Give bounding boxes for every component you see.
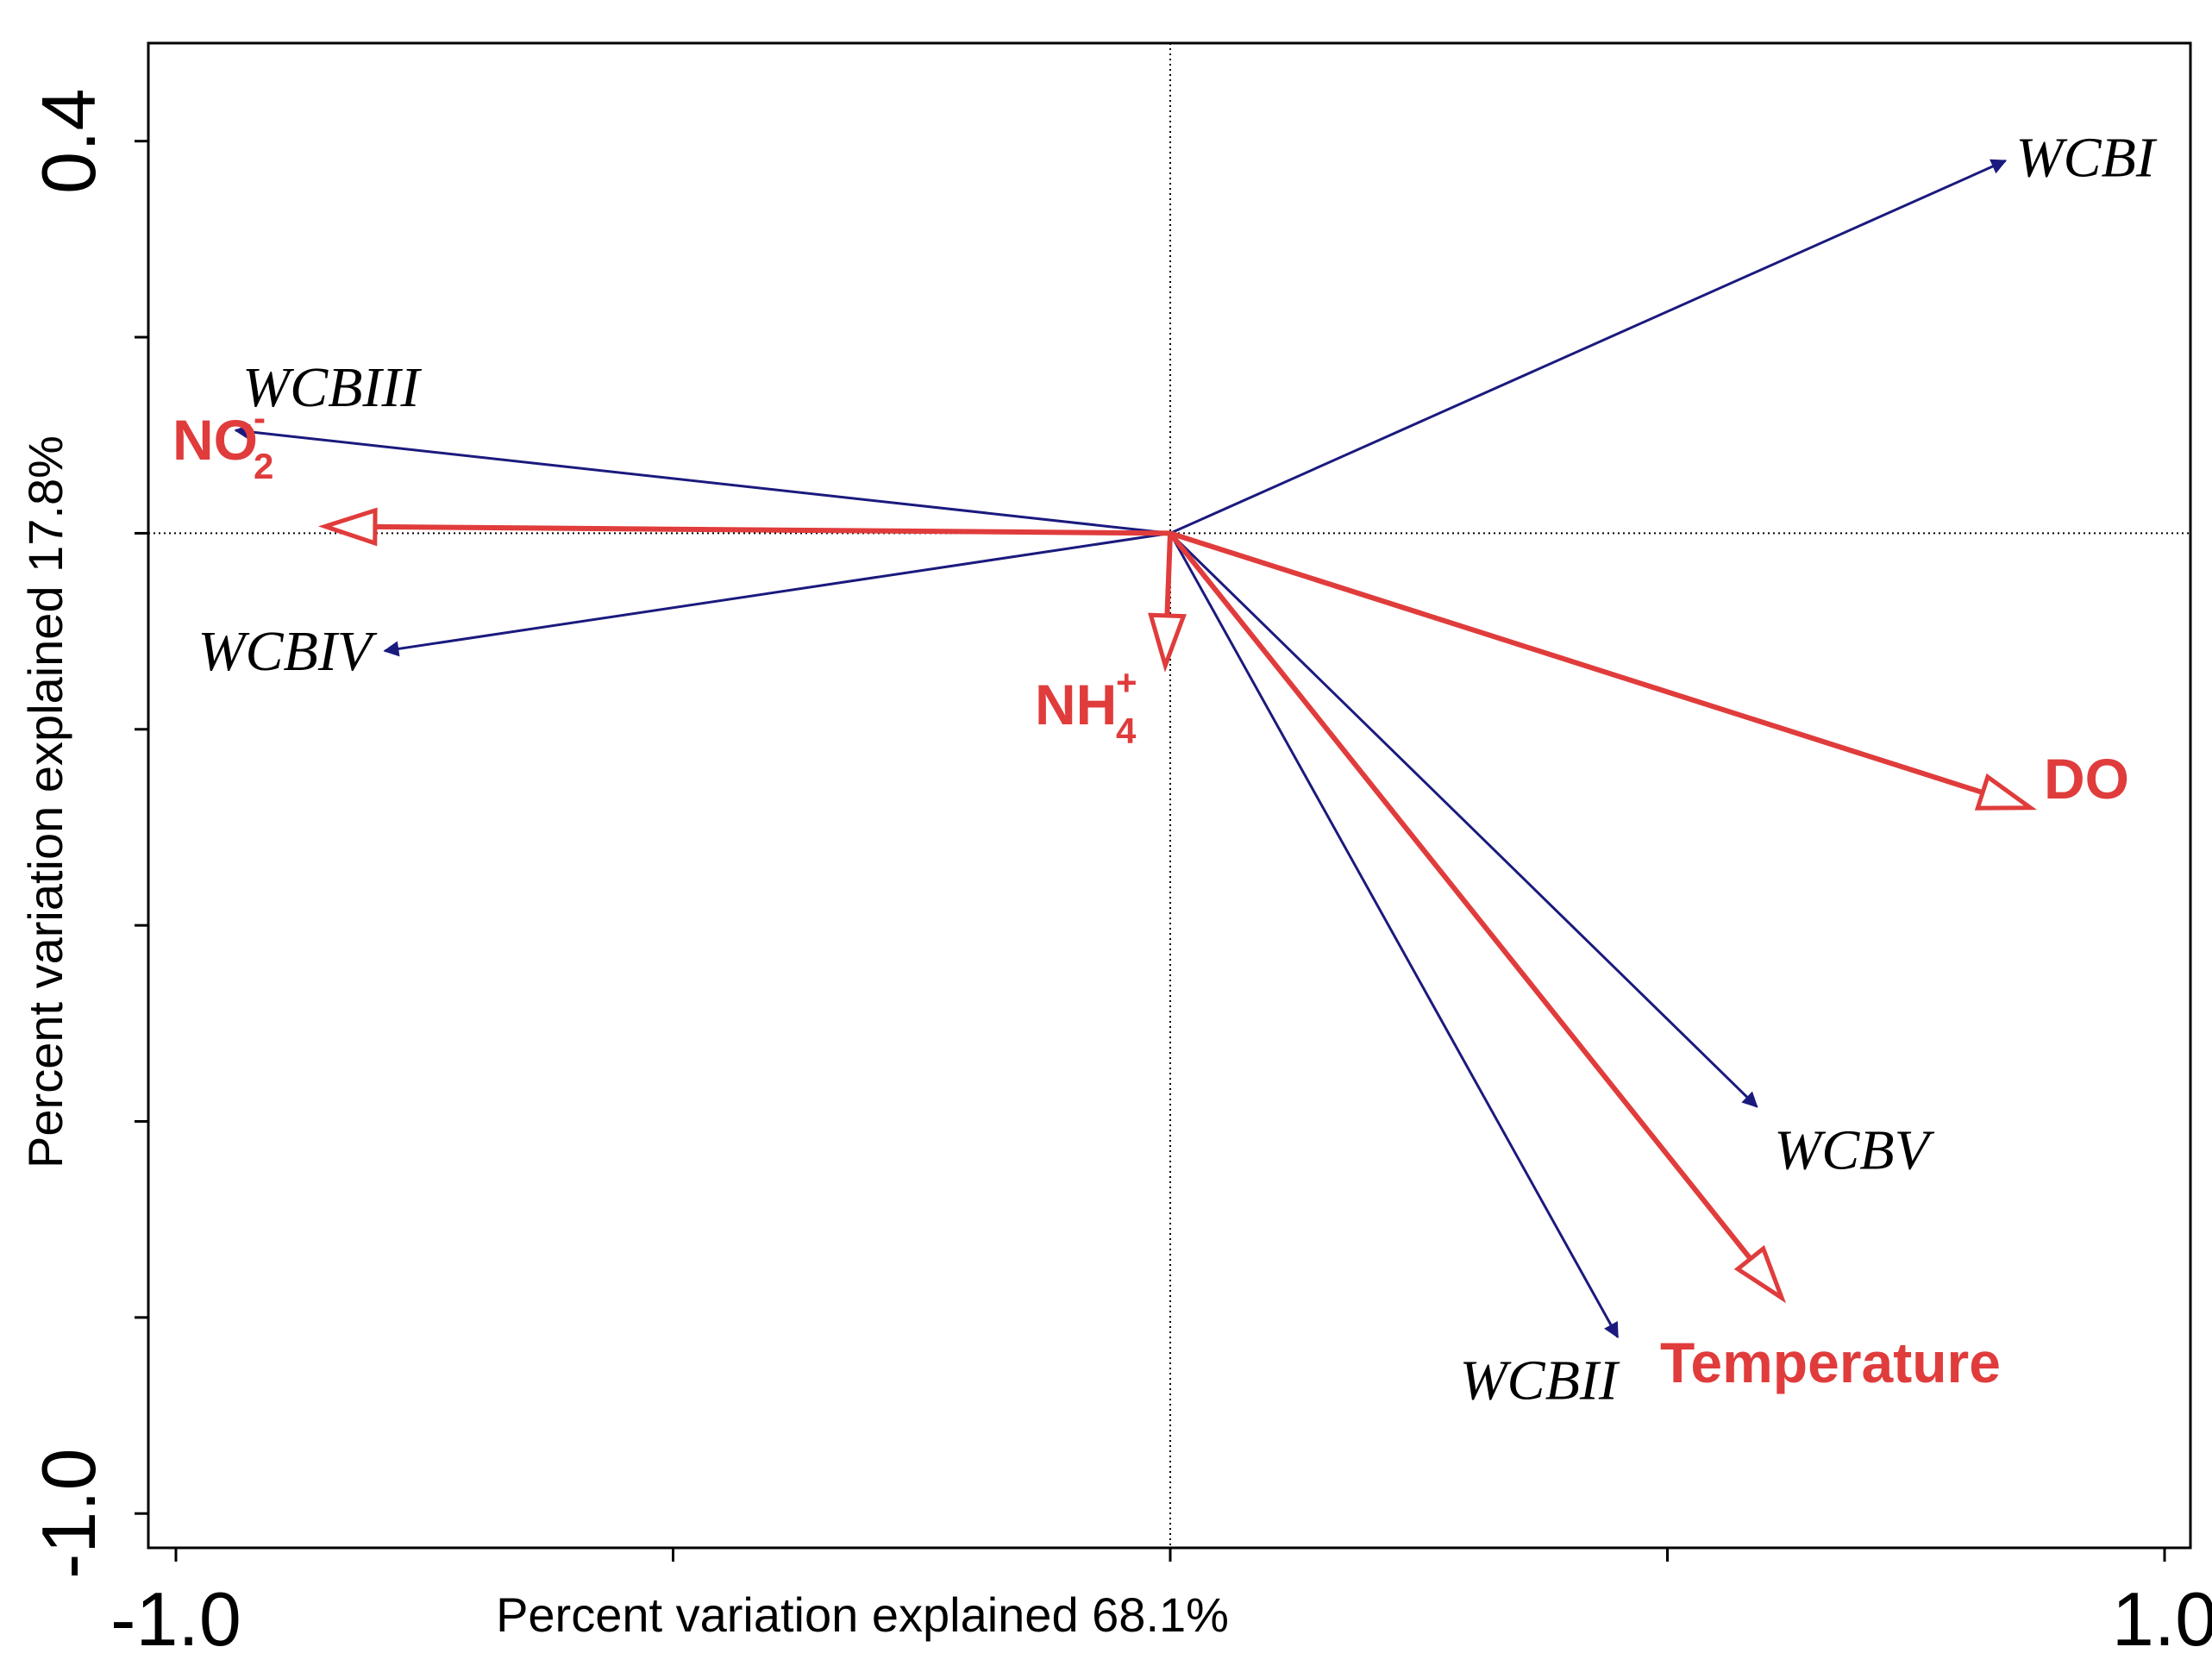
species-arrow-wcbii <box>1169 532 1620 1339</box>
species-arrow-wcbv <box>1169 532 1758 1108</box>
env-label-main: DO <box>2044 747 2129 811</box>
env-arrowhead-temperature <box>1733 1244 1787 1304</box>
species-label-wcbii: WCBII <box>1460 1349 1620 1412</box>
reference-lines <box>148 43 2190 1548</box>
species-arrow-wcbiv <box>383 531 1171 657</box>
species-arrow-wcbi <box>1169 159 2008 535</box>
env-arrowhead-no <box>317 507 378 547</box>
env-label-sup: - <box>254 398 266 438</box>
env-arrowhead-nh <box>1148 612 1187 673</box>
species-label-wcbi: WCBI <box>2016 126 2158 189</box>
env-label-main: NO <box>172 408 258 472</box>
x-axis-title: Percent variation explained 68.1% <box>496 1587 1229 1642</box>
env-arrow-temperature <box>1168 531 1753 1261</box>
y-tick-label: 0.4 <box>26 89 111 194</box>
species-label-wcbiv: WCBIV <box>198 620 378 683</box>
env-label-sub: 4 <box>1116 711 1137 751</box>
y-axis-title: Percent variation explained 17.8% <box>18 435 72 1168</box>
y-tick-label: -1.0 <box>26 1448 111 1579</box>
vector-arrows <box>234 159 2037 1339</box>
env-label-no: NO- 2 <box>172 398 273 486</box>
env-label-main: Temperature <box>1660 1331 2001 1394</box>
env-arrowhead-do <box>1974 773 2037 811</box>
species-label-wcbiii: WCBIII <box>242 356 422 419</box>
env-label-temperature: Temperature <box>1660 1331 2001 1394</box>
species-arrow-wcbiii <box>234 423 1171 535</box>
species-label-wcbv: WCBV <box>1774 1118 1934 1181</box>
env-label-main: NH <box>1035 673 1117 736</box>
env-label-sub: 2 <box>254 446 273 486</box>
env-label-do: DO <box>2044 747 2129 811</box>
x-tick-label: -1.0 <box>110 1576 241 1662</box>
env-arrow-no <box>374 523 1171 536</box>
axis-ticks: -1.0 1.0 0.4 -1.0 <box>26 89 2212 1662</box>
env-arrow-nh <box>1164 533 1173 617</box>
env-label-nh: NH+ 4 <box>1035 662 1137 751</box>
env-label-sup: + <box>1116 662 1137 703</box>
env-arrow-do <box>1169 530 1984 795</box>
vector-labels: WCBI WCBIII WCBIV WCBV WCBII NO- 2 NH+ 4 DO Temper… <box>172 126 2158 1412</box>
x-tick-label: 1.0 <box>2112 1576 2212 1662</box>
